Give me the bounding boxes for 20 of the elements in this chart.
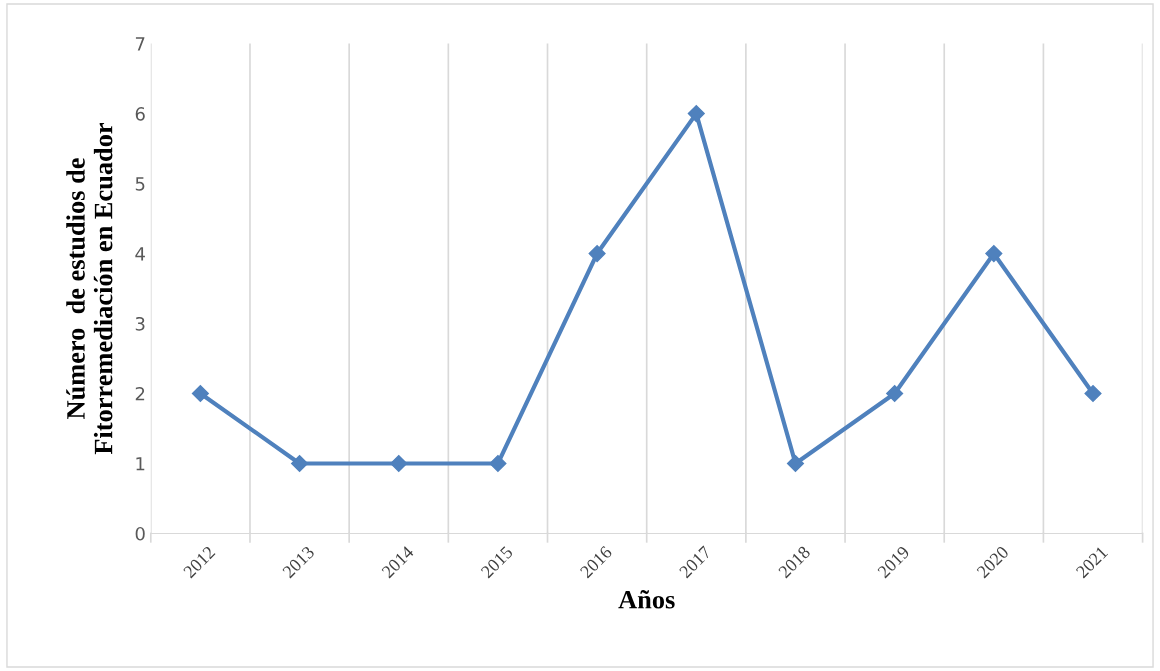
point [687, 105, 705, 123]
x-axis-title: Años [618, 589, 675, 609]
y-tick-label: 4 [135, 247, 145, 261]
point [588, 244, 606, 263]
point [985, 244, 1003, 263]
y-tick-label: 1 [136, 457, 145, 471]
point [1084, 384, 1102, 403]
point [191, 384, 209, 403]
y-axis-title: Número de estudios de Fitorremediación en Ecuador [66, 122, 113, 455]
point [291, 454, 309, 473]
y-tick-label: 6 [135, 107, 145, 121]
point [886, 384, 904, 403]
y-tick-label: 0 [135, 526, 145, 541]
point [390, 454, 408, 473]
y-tick-label: 3 [135, 316, 145, 331]
y-tick-label: 2 [135, 386, 145, 401]
point [489, 454, 507, 473]
point [786, 454, 805, 473]
y-tick-label: 7 [135, 37, 145, 51]
y-tick-label: 5 [135, 177, 145, 191]
